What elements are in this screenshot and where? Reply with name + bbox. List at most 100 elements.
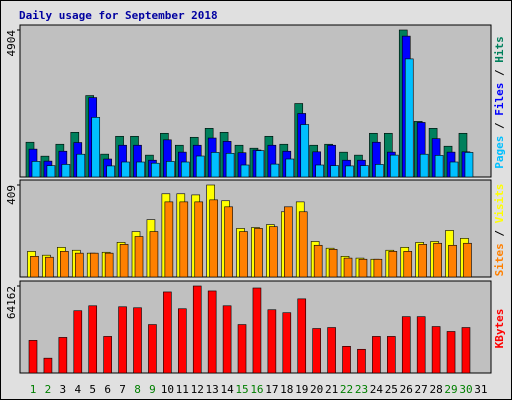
x-tick-label: 19 — [295, 383, 308, 396]
legend-entry: KBytes — [493, 309, 506, 349]
bar — [463, 242, 472, 278]
bar — [418, 244, 427, 278]
bar — [133, 307, 142, 374]
bar — [178, 308, 187, 374]
bar — [254, 228, 263, 278]
x-tick-label: 6 — [104, 383, 111, 396]
bar — [449, 161, 459, 178]
chart-title: Daily usage for September 2018 — [19, 9, 218, 22]
bar — [448, 244, 457, 278]
bar — [134, 236, 144, 278]
x-tick-label: 7 — [119, 383, 126, 396]
bar — [297, 298, 307, 374]
bar — [375, 164, 384, 178]
legend: Pages / Files / Hits — [493, 36, 506, 169]
x-tick-label: 31 — [474, 383, 487, 396]
x-tick-label: 15 — [235, 383, 248, 396]
legend: KBytes — [493, 309, 506, 349]
bar — [192, 285, 202, 374]
bar — [58, 337, 68, 374]
bar — [136, 161, 145, 178]
x-tick-label: 2 — [45, 383, 52, 396]
bar — [252, 287, 262, 374]
y-tick-label: 4904 — [5, 30, 18, 57]
legend-separator: / — [493, 116, 506, 136]
bar — [401, 316, 411, 374]
bar — [74, 252, 84, 278]
bar — [284, 206, 293, 278]
bar — [89, 252, 99, 278]
bar — [45, 256, 54, 278]
legend-entry: Pages — [493, 136, 506, 169]
bar — [328, 249, 338, 278]
bar — [461, 327, 471, 374]
bar — [166, 161, 175, 178]
bar — [210, 152, 220, 178]
bar — [118, 306, 127, 374]
x-tick-label: 1 — [30, 383, 37, 396]
bar — [255, 150, 265, 178]
bar — [345, 165, 354, 178]
bar — [431, 326, 441, 374]
bar — [30, 256, 39, 278]
bar — [88, 305, 98, 374]
bar — [240, 164, 250, 178]
bar — [151, 162, 160, 178]
x-tick-label: 25 — [385, 383, 398, 396]
legend-separator: / — [493, 63, 506, 83]
x-tick-label: 14 — [220, 383, 234, 396]
bar — [224, 206, 233, 278]
bar — [31, 161, 41, 178]
x-tick-label: 23 — [355, 383, 368, 396]
bar — [372, 336, 381, 374]
bar — [149, 231, 159, 278]
bar — [416, 316, 426, 374]
x-tick-label: 20 — [310, 383, 323, 396]
bar — [222, 305, 232, 374]
x-tick-label: 12 — [191, 383, 204, 396]
bar — [270, 163, 280, 178]
bar — [60, 251, 69, 278]
bar — [43, 357, 53, 374]
legend-entry: Visits — [493, 184, 506, 224]
bar — [387, 336, 396, 374]
y-tick-label: 64162 — [5, 286, 18, 319]
legend-entry: Files — [493, 83, 506, 116]
bar — [148, 324, 157, 374]
bar — [119, 244, 129, 278]
legend-entry: Sites — [493, 243, 506, 276]
x-tick-label: 16 — [250, 383, 263, 396]
bar — [106, 165, 115, 178]
bar — [446, 331, 456, 374]
bar — [313, 244, 323, 278]
bar — [195, 155, 205, 178]
bar — [360, 165, 369, 178]
x-tick-label: 27 — [415, 383, 428, 396]
bar — [404, 58, 414, 178]
bar — [163, 291, 172, 374]
bar — [282, 312, 292, 374]
bar — [300, 124, 310, 178]
x-tick-label: 18 — [280, 383, 293, 396]
x-tick-label: 28 — [429, 383, 442, 396]
bar — [179, 201, 189, 278]
bar — [343, 257, 353, 278]
bar — [388, 251, 398, 278]
bar — [28, 340, 38, 374]
x-tick-label: 11 — [176, 383, 189, 396]
legend: Sites / Visits — [493, 184, 506, 277]
bar — [330, 165, 339, 178]
bar — [285, 158, 295, 178]
legend-entry: Hits — [493, 36, 506, 63]
legend-separator: / — [493, 223, 506, 243]
x-tick-label: 8 — [134, 383, 141, 396]
bar — [239, 231, 248, 278]
bar — [298, 211, 308, 278]
bar — [209, 199, 218, 278]
x-tick-label: 22 — [340, 383, 353, 396]
bar — [390, 154, 399, 178]
y-tick-label: 409 — [5, 185, 18, 205]
bar — [269, 226, 278, 278]
x-tick-label: 13 — [206, 383, 219, 396]
